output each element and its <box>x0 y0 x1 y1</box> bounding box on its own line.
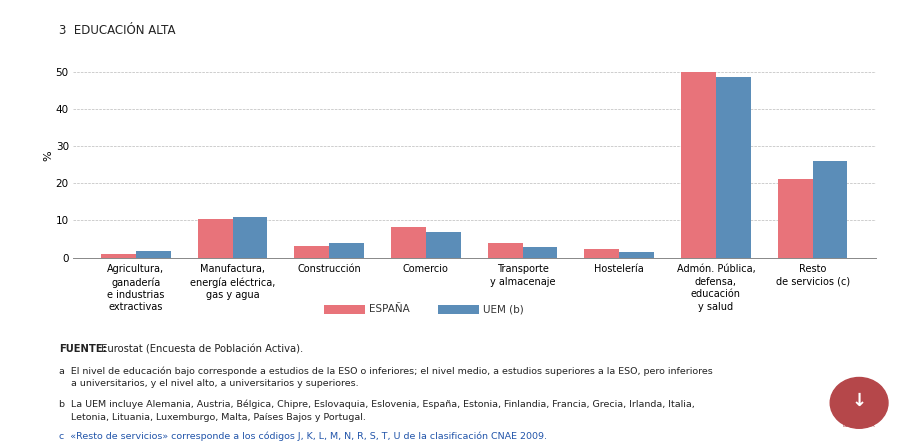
Text: UEM (b): UEM (b) <box>483 305 524 314</box>
Text: DESCARGAR: DESCARGAR <box>842 424 875 428</box>
Bar <box>425 232 460 258</box>
Bar <box>777 179 812 258</box>
Text: ESPAÑA: ESPAÑA <box>369 305 410 314</box>
Bar <box>812 161 846 258</box>
Bar <box>329 243 363 258</box>
Bar <box>198 218 232 258</box>
Text: a  El nivel de educación bajo corresponde a estudios de la ESO o inferiores; el : a El nivel de educación bajo corresponde… <box>59 366 712 388</box>
Bar <box>584 250 619 258</box>
Bar <box>487 243 522 258</box>
Bar <box>619 252 653 258</box>
Text: b  La UEM incluye Alemania, Austria, Bélgica, Chipre, Eslovaquia, Eslovenia, Esp: b La UEM incluye Alemania, Austria, Bélg… <box>59 400 694 422</box>
Text: FUENTE:: FUENTE: <box>59 344 107 354</box>
Bar <box>101 254 136 258</box>
Bar <box>715 77 750 258</box>
Text: Eurostat (Encuesta de Población Activa).: Eurostat (Encuesta de Población Activa). <box>97 344 302 354</box>
Bar <box>522 247 557 258</box>
Text: 3  EDUCACIÓN ALTA: 3 EDUCACIÓN ALTA <box>59 24 176 37</box>
Bar <box>136 251 170 258</box>
Bar <box>681 72 715 258</box>
Text: c  «Resto de servicios» corresponde a los códigos J, K, L, M, N, R, S, T, U de l: c «Resto de servicios» corresponde a los… <box>59 432 547 441</box>
Text: ↓: ↓ <box>851 392 865 410</box>
Y-axis label: %: % <box>43 150 53 161</box>
Bar <box>294 246 329 258</box>
Bar <box>391 227 425 258</box>
Bar <box>232 218 267 258</box>
Circle shape <box>829 377 887 428</box>
